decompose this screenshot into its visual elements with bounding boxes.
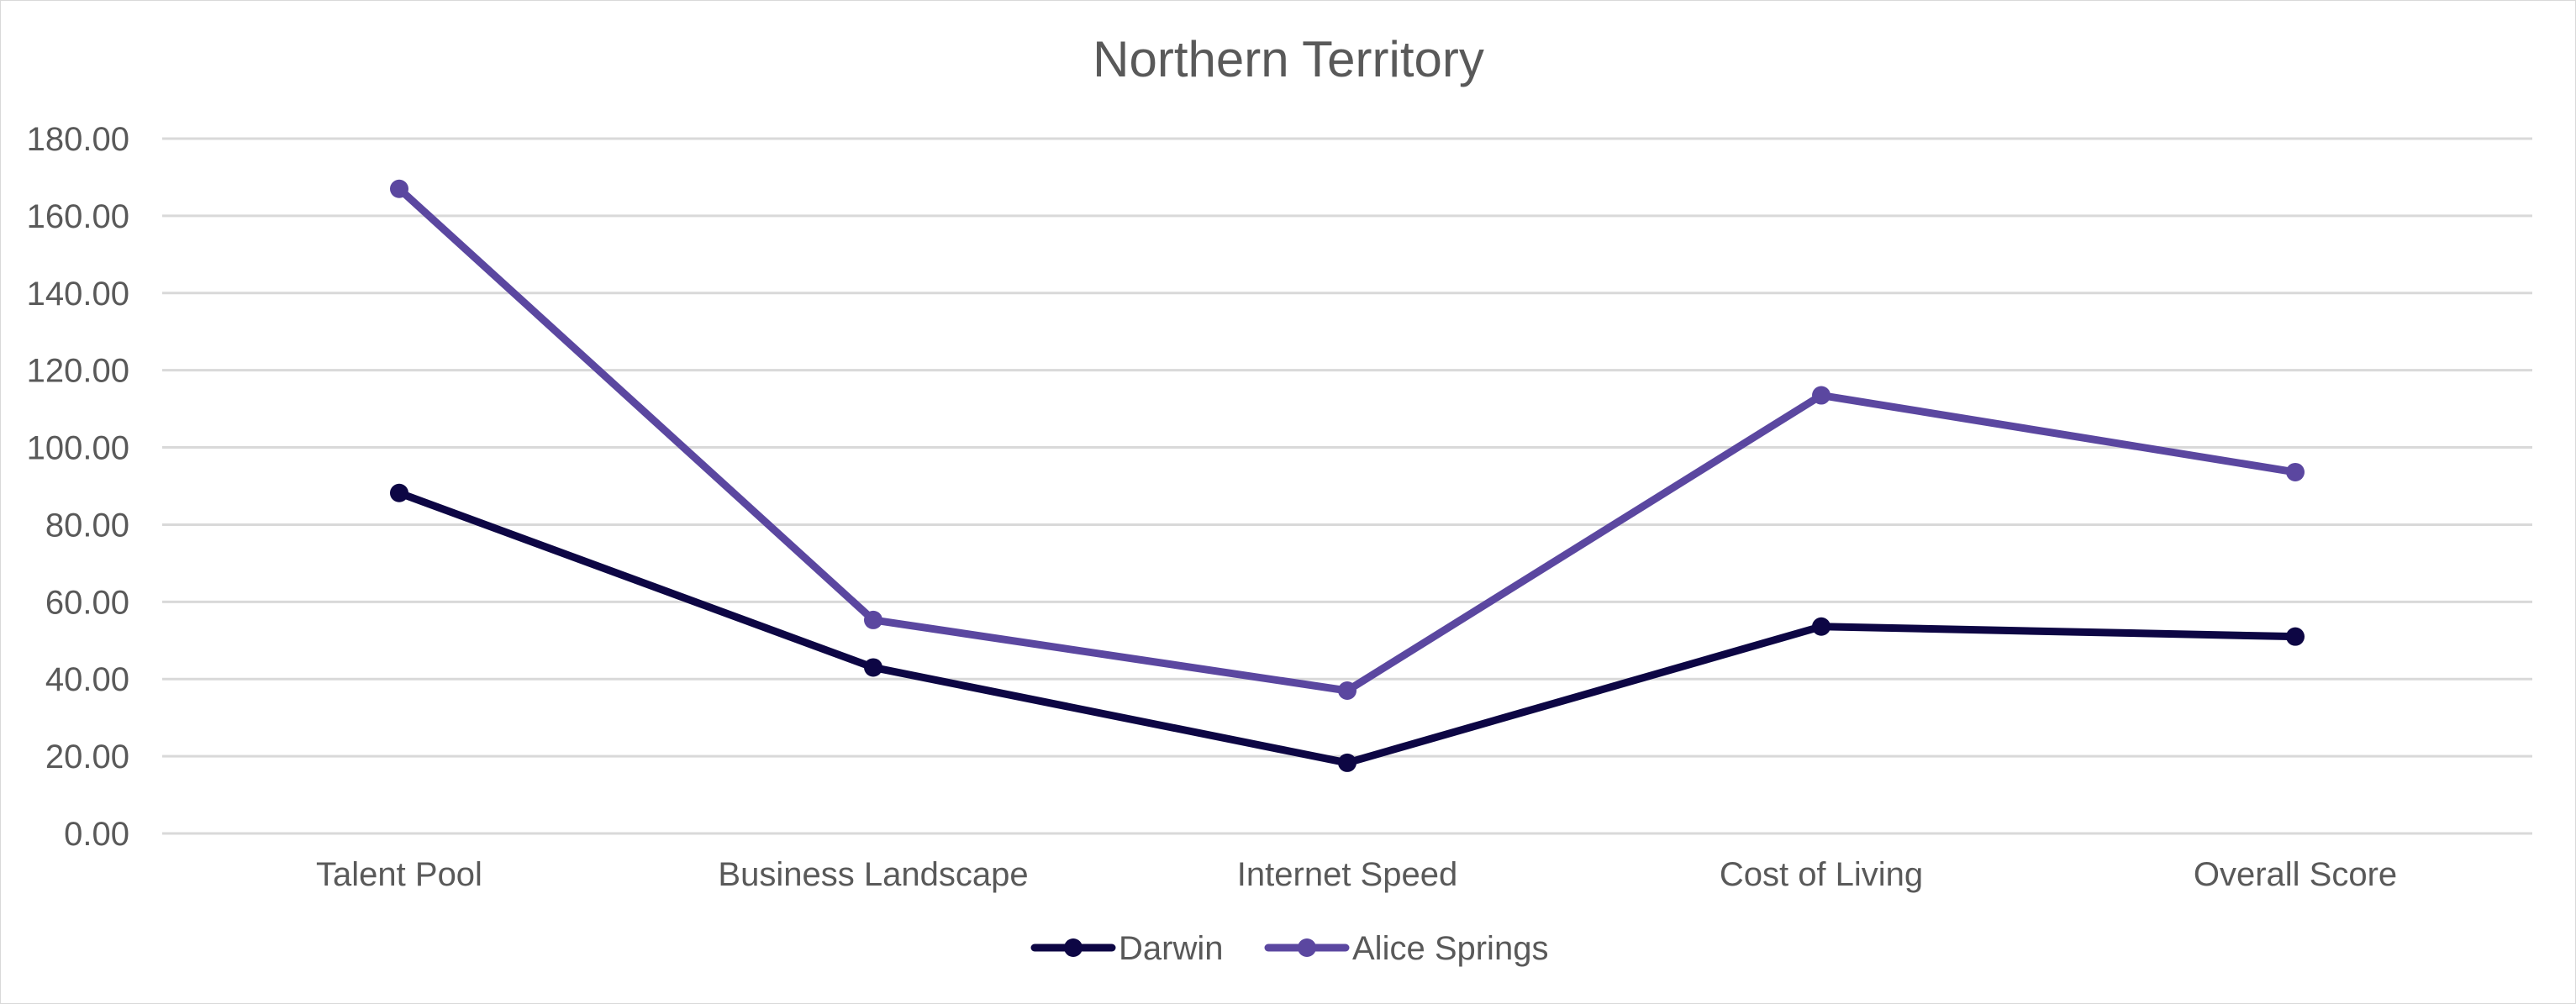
x-axis-ticks: Talent Pool Business Landscape Internet Sp… — [316, 856, 2397, 893]
data-point — [1812, 617, 1831, 636]
y-tick-label: 140.00 — [27, 276, 129, 313]
data-point — [1338, 753, 1356, 772]
x-tick-label: Talent Pool — [316, 856, 482, 893]
legend-swatch-marker — [1064, 938, 1083, 957]
data-point — [1338, 681, 1356, 701]
y-tick-label: 100.00 — [27, 430, 129, 467]
x-tick-label: Cost of Living — [1720, 856, 1923, 893]
y-tick-label: 180.00 — [27, 121, 129, 158]
series-line — [395, 185, 2299, 695]
y-tick-label: 20.00 — [45, 739, 129, 775]
y-tick-label: 80.00 — [45, 507, 129, 544]
gridlines — [162, 137, 2532, 835]
data-point — [2286, 462, 2305, 481]
legend-swatch-marker — [1298, 938, 1316, 957]
y-tick-label: 160.00 — [27, 198, 129, 235]
x-tick-label: Overall Score — [2194, 856, 2397, 893]
y-tick-label: 0.00 — [64, 816, 129, 853]
data-point — [2286, 627, 2305, 646]
legend: Darwin Alice Springs — [1030, 930, 1548, 967]
legend-label: Darwin — [1119, 930, 1223, 967]
y-tick-label: 60.00 — [45, 584, 129, 621]
chart-title: Northern Territory — [1093, 31, 1484, 87]
data-point — [390, 483, 408, 502]
data-point — [1812, 386, 1831, 405]
series-line — [395, 489, 2299, 767]
series-lines — [390, 179, 2305, 772]
x-tick-label: Business Landscape — [718, 856, 1028, 893]
y-tick-label: 120.00 — [27, 353, 129, 390]
y-tick-label: 40.00 — [45, 661, 129, 698]
data-point — [864, 658, 882, 677]
legend-label: Alice Springs — [1352, 930, 1548, 967]
data-point — [390, 179, 408, 198]
data-point — [864, 610, 882, 629]
y-axis-ticks: 0.00 20.00 40.00 60.00 80.00 100.00 120.00 140.… — [27, 121, 129, 853]
x-tick-label: Internet Speed — [1237, 856, 1457, 893]
